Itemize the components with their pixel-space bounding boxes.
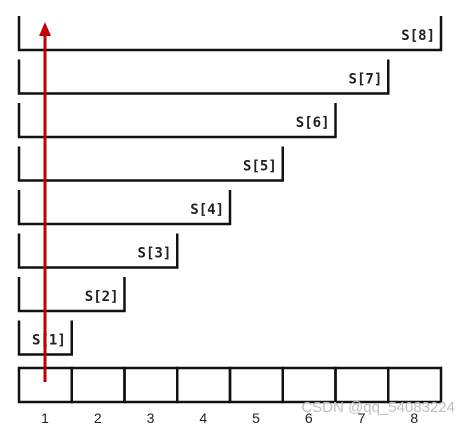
- arrow-head: [39, 22, 51, 36]
- bracket-s-3: S[3]: [17, 233, 179, 269]
- array-cell: [387, 366, 443, 404]
- array-cell: [70, 366, 126, 404]
- cell-index-label: 8: [410, 410, 418, 425]
- cell-index-label: 2: [94, 410, 102, 425]
- bracket-s-8: S[8]: [17, 16, 443, 52]
- bracket-label: S[7]: [349, 72, 383, 88]
- array-cell: [123, 366, 179, 404]
- bracket-label: S[4]: [190, 202, 224, 218]
- array-cell: [176, 366, 232, 404]
- bracket-line: [17, 103, 337, 139]
- bracket-line: [17, 16, 443, 52]
- bracket-s-7: S[7]: [17, 59, 390, 95]
- bracket-label: S[3]: [138, 246, 172, 262]
- bracket-label: S[8]: [401, 28, 435, 44]
- bracket-line: [17, 190, 232, 226]
- array-cell: [281, 366, 337, 404]
- bracket-label: S[2]: [85, 289, 119, 305]
- watermark-text: CSDN @qq_54083224: [301, 399, 455, 416]
- bracket-s-2: S[2]: [17, 277, 126, 313]
- cell-index-label: 4: [199, 410, 207, 425]
- bracket-line: [17, 277, 126, 313]
- array-cells: [17, 366, 443, 404]
- cell-index-label: 5: [252, 410, 260, 425]
- bracket-label: S[6]: [296, 115, 330, 131]
- bracket-label: S[1]: [32, 333, 66, 349]
- bracket-s-4: S[4]: [17, 190, 232, 226]
- bracket-line: [17, 233, 179, 269]
- cell-index-label: 7: [358, 410, 366, 425]
- cell-index-label: 3: [147, 410, 155, 425]
- bracket-s-5: S[5]: [17, 146, 284, 182]
- arrow-layer: [39, 22, 51, 382]
- bracket-label: S[5]: [243, 159, 277, 175]
- bracket-line: [17, 146, 284, 182]
- bracket-s-6: S[6]: [17, 103, 337, 139]
- array-cell: [334, 366, 390, 404]
- cell-index-label: 6: [305, 410, 313, 425]
- cell-indices: 1 2 3 4 5 6 7 8: [41, 410, 418, 425]
- array-cell: [228, 366, 284, 404]
- cell-index-label: 1: [41, 410, 49, 425]
- brackets-layer: S[8] S[7] S[6] S[5] S[4] S[3] S[2] S[1]: [17, 16, 443, 356]
- bracket-line: [17, 59, 390, 95]
